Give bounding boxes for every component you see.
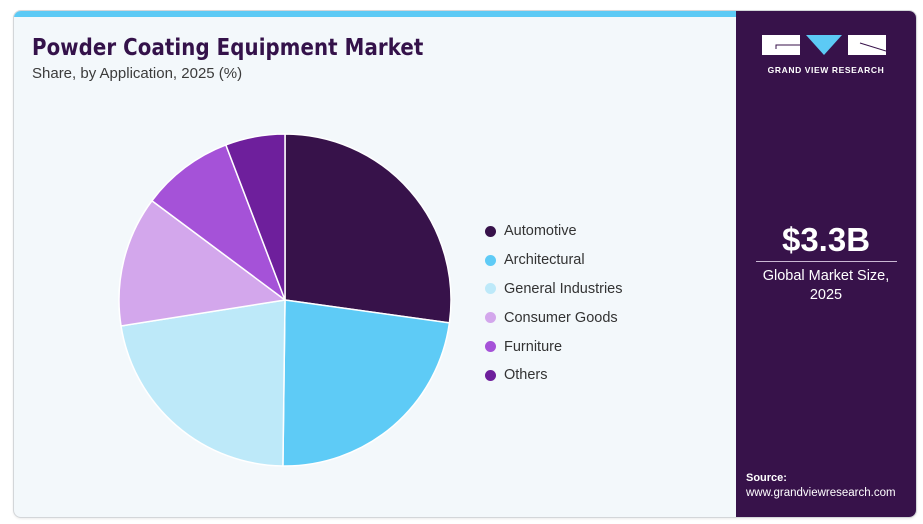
legend-label: Others [504,367,548,384]
market-size-label: Global Market Size, 2025 [736,267,916,305]
pie-slice-others [225,133,286,301]
legend-label: Furniture [504,338,563,355]
pie-slice-furniture [151,144,286,301]
source-label: Source: [746,472,787,484]
source-url[interactable]: www.grandviewresearch.com [746,487,896,499]
legend-item: Architectural [484,246,622,275]
pie-slice-architectural [282,299,451,467]
chart-title: Powder Coating Equipment Market [32,35,424,61]
legend-item: Consumer Goods [484,303,622,332]
pie-slice-automotive [284,133,452,324]
legend-label: Consumer Goods [504,309,618,326]
market-size-label-line2: 2025 [809,287,843,303]
legend-label: General Industries [504,280,623,297]
brand-name: GRAND VIEW RESEARCH [767,65,885,75]
legend: Automotive Architectural General Industrie… [484,217,622,390]
legend-label: Architectural [504,252,585,269]
legend-item: Automotive [484,217,622,246]
legend-marker-icon [485,341,496,353]
legend-marker-icon [485,369,496,381]
kpi-divider [756,261,897,262]
market-size-label-line1: Global Market Size, [762,268,890,284]
legend-marker-icon [485,254,496,266]
legend-label: Automotive [504,223,577,240]
info-panel: GRAND VIEW RESEARCH $3.3B Global Market … [736,11,916,517]
legend-item: General Industries [484,275,622,304]
pie-slice-general-industries [120,299,286,467]
chart-subtitle: Share, by Application, 2025 (%) [32,65,243,82]
legend-item: Others [484,361,622,390]
gvr-logo-icon [762,35,886,55]
pie-chart [118,133,452,467]
legend-marker-icon [485,312,496,324]
market-size-value: $3.3B [781,221,871,258]
pie-slice-consumer-goods [118,199,286,327]
legend-item: Furniture [484,332,622,361]
legend-marker-icon [485,225,496,237]
legend-marker-icon [485,283,496,295]
chart-card: Powder Coating Equipment Market Share, b… [13,10,917,518]
accent-bar [14,11,736,17]
